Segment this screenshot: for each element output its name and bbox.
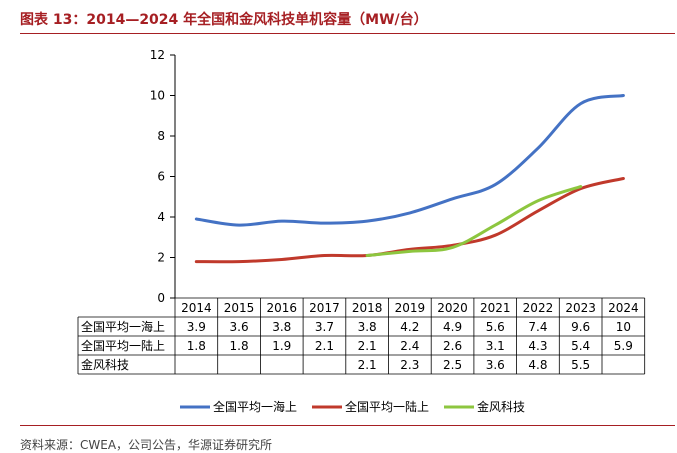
y-tick-label: 12 — [150, 48, 165, 62]
data-label: 4.2 — [400, 320, 419, 334]
series-row-label: 全国平均一陆上 — [81, 338, 165, 353]
series-row-label: 金风科技 — [81, 357, 129, 372]
x-tick-label: 2022 — [523, 301, 554, 315]
y-tick-label: 0 — [157, 291, 165, 305]
data-label: 10 — [616, 320, 631, 334]
data-label: 9.6 — [571, 320, 590, 334]
source-note: 资料来源：CWEA，公司公告，华源证券研究所 — [20, 438, 273, 452]
figure-title: 图表 13：2014—2024 年全国和金风科技单机容量（MW/台） — [20, 12, 428, 28]
data-label: 2.1 — [358, 339, 377, 353]
data-label: 4.9 — [443, 320, 462, 334]
legend-label: 全国平均一海上 — [213, 399, 297, 414]
series-line — [194, 94, 625, 227]
data-label: 2.1 — [358, 358, 377, 372]
data-label: 2.3 — [400, 358, 419, 372]
data-label: 7.4 — [528, 320, 547, 334]
y-tick-label: 8 — [157, 129, 165, 143]
x-tick-label: 2024 — [608, 301, 639, 315]
legend-label: 全国平均一陆上 — [345, 399, 429, 414]
series-line — [194, 177, 625, 264]
data-label: 3.9 — [187, 320, 206, 334]
x-tick-label: 2021 — [480, 301, 511, 315]
x-tick-label: 2016 — [266, 301, 297, 315]
x-tick-label: 2015 — [224, 301, 255, 315]
data-label: 1.8 — [230, 339, 249, 353]
data-label: 4.3 — [528, 339, 547, 353]
y-tick-label: 4 — [157, 210, 165, 224]
x-tick-label: 2020 — [437, 301, 468, 315]
y-tick-label: 2 — [157, 251, 165, 265]
legend-label: 金风科技 — [477, 399, 525, 414]
footer-divider — [20, 425, 675, 426]
data-label: 3.8 — [358, 320, 377, 334]
x-tick-label: 2018 — [352, 301, 383, 315]
data-label: 5.5 — [571, 358, 590, 372]
x-tick-label: 2014 — [181, 301, 212, 315]
data-label: 3.8 — [272, 320, 291, 334]
data-label: 5.4 — [571, 339, 590, 353]
series-row-label: 全国平均一海上 — [81, 319, 165, 334]
x-tick-label: 2019 — [395, 301, 426, 315]
data-label: 3.6 — [486, 358, 505, 372]
data-label: 3.1 — [486, 339, 505, 353]
data-label: 2.1 — [315, 339, 334, 353]
y-tick-label: 10 — [150, 89, 165, 103]
series-line — [365, 185, 583, 257]
data-label: 2.6 — [443, 339, 462, 353]
x-tick-label: 2017 — [309, 301, 340, 315]
data-label: 1.8 — [187, 339, 206, 353]
title-divider — [20, 33, 675, 34]
data-label: 2.4 — [400, 339, 419, 353]
data-label: 5.6 — [486, 320, 505, 334]
data-label: 5.9 — [614, 339, 633, 353]
y-tick-label: 6 — [157, 170, 165, 184]
x-tick-label: 2023 — [565, 301, 596, 315]
data-label: 3.6 — [230, 320, 249, 334]
data-label: 3.7 — [315, 320, 334, 334]
data-label: 4.8 — [528, 358, 547, 372]
data-label: 1.9 — [272, 339, 291, 353]
data-label: 2.5 — [443, 358, 462, 372]
